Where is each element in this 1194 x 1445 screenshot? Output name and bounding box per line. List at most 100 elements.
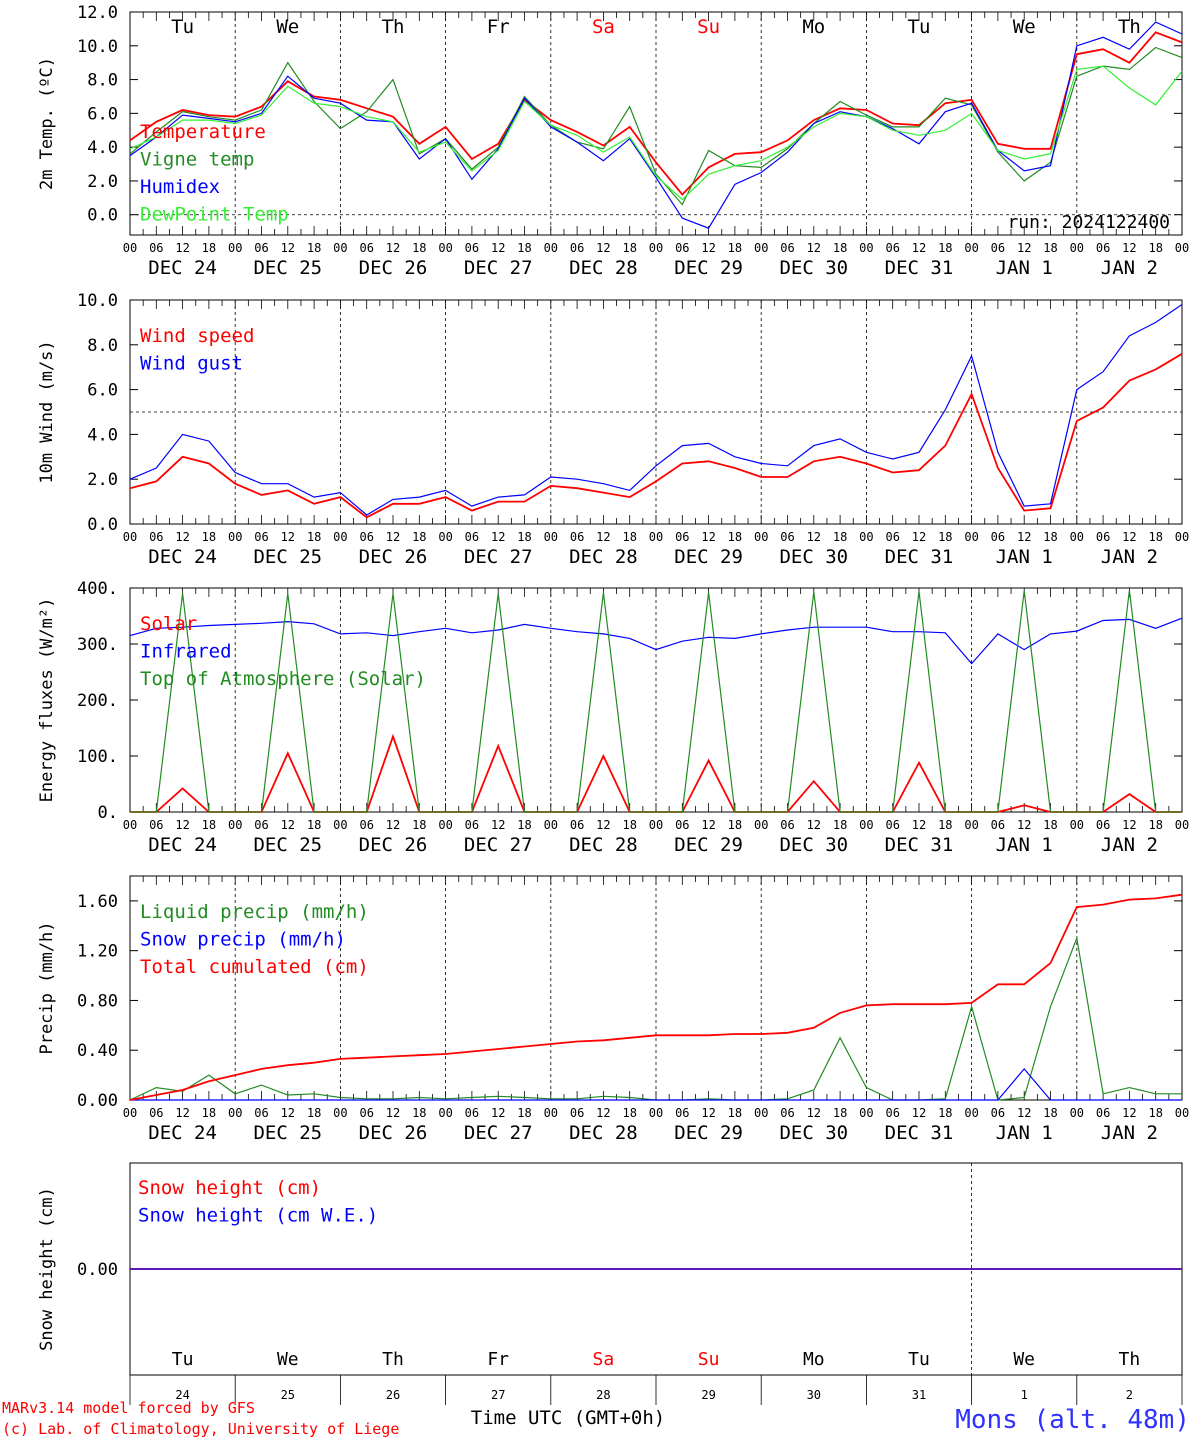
hour-tick-label: 06 [570, 1106, 584, 1120]
y-tick-label: 100. [77, 747, 118, 767]
date-label: DEC 27 [464, 546, 533, 568]
date-label: DEC 26 [359, 834, 428, 856]
hour-tick-label: 00 [438, 1106, 452, 1120]
hour-tick-label: 18 [307, 530, 321, 544]
hour-tick-label: 00 [333, 530, 347, 544]
hour-tick-label: 06 [885, 818, 899, 832]
hour-tick-label: 18 [938, 241, 952, 255]
weekday-label: Tu [172, 1349, 194, 1370]
hour-tick-label: 12 [701, 1106, 715, 1120]
hour-tick-label: 18 [728, 530, 742, 544]
hour-tick-label: 06 [1096, 530, 1110, 544]
hour-tick-label: 12 [596, 1106, 610, 1120]
date-label: DEC 28 [569, 834, 638, 856]
date-label: DEC 26 [359, 546, 428, 568]
date-label: DEC 29 [674, 834, 743, 856]
hour-tick-label: 00 [438, 530, 452, 544]
y-tick-label: 400. [77, 579, 118, 599]
hour-tick-label: 00 [754, 241, 768, 255]
legend-entry: Temperature [140, 121, 266, 143]
legend-entry: Wind gust [140, 353, 243, 375]
hour-tick-label: 12 [1017, 241, 1031, 255]
y-tick-label: 2.0 [87, 470, 118, 490]
day-number-label: 31 [912, 1388, 926, 1402]
hour-tick-label: 06 [1096, 241, 1110, 255]
y-tick-label: 8.0 [87, 71, 118, 91]
panel-3: 00 06 12 18 00 06 12 18 00 06 12 18 00 06 12 18 00 06 12 18… [37, 579, 1189, 856]
y-tick-label: 6.0 [87, 104, 118, 124]
hour-tick-label: 18 [517, 818, 531, 832]
hour-tick-label: 12 [1122, 241, 1136, 255]
hour-tick-label: 06 [254, 530, 268, 544]
hour-tick-label: 12 [386, 530, 400, 544]
hour-tick-label: 06 [570, 241, 584, 255]
hour-tick-label: 06 [149, 1106, 163, 1120]
hour-tick-label: 00 [859, 241, 873, 255]
hour-tick-label: 00 [649, 1106, 663, 1120]
hour-tick-label: 00 [228, 818, 242, 832]
series-line-2 [129, 304, 1183, 516]
hour-tick-label: 18 [202, 530, 216, 544]
meteogram-layer: 00 06 12 18 00 06 12 18 00 06 12 18 00 06 12 18 00 06 12 18… [37, 3, 1189, 1405]
station-name: Mons (alt. 48m) [955, 1405, 1190, 1435]
hour-tick-label: 18 [833, 530, 847, 544]
hour-tick-label: 06 [570, 818, 584, 832]
hour-tick-label: 00 [964, 241, 978, 255]
lab-credit: (c) Lab. of Climatology, University of L… [2, 1420, 399, 1438]
weekday-label: We [277, 1349, 299, 1370]
hour-tick-label: 12 [912, 241, 926, 255]
model-credit: MARv3.14 model forced by GFS [2, 1399, 255, 1417]
hour-tick-label: 06 [359, 1106, 373, 1120]
hour-tick-label: 00 [123, 241, 137, 255]
hour-tick-label: 18 [517, 241, 531, 255]
weekday-label: We [1013, 16, 1036, 38]
hour-tick-label: 18 [728, 241, 742, 255]
day-number-label: 30 [807, 1388, 821, 1402]
date-label: DEC 25 [253, 546, 322, 568]
hour-tick-label: 12 [1017, 1106, 1031, 1120]
date-label: DEC 31 [885, 546, 954, 568]
date-label: DEC 24 [148, 1122, 217, 1144]
hour-tick-label: 00 [964, 530, 978, 544]
hour-tick-label: 06 [780, 818, 794, 832]
hour-tick-label: 12 [491, 818, 505, 832]
series-line-3 [129, 893, 1183, 1101]
hour-tick-label: 00 [754, 818, 768, 832]
hour-tick-label: 12 [281, 241, 295, 255]
hour-tick-label: 00 [1070, 1106, 1084, 1120]
hour-tick-label: 12 [491, 241, 505, 255]
date-label: DEC 24 [148, 257, 217, 279]
hour-tick-label: 00 [1070, 241, 1084, 255]
legend-entry: Solar [140, 613, 197, 635]
hour-tick-label: 06 [991, 530, 1005, 544]
weekday-label: Fr [487, 16, 510, 38]
hour-tick-label: 00 [859, 818, 873, 832]
hour-tick-label: 06 [780, 1106, 794, 1120]
hour-tick-label: 12 [596, 818, 610, 832]
hour-tick-label: 18 [1043, 241, 1057, 255]
panel-5: Tu We Th Fr Sa Su Mo Tu We Th 24 25 26 27 28 29 30 31 1 2 0.… [37, 1162, 1183, 1405]
weekday-label: Sa [592, 16, 615, 38]
hour-tick-label: 18 [517, 530, 531, 544]
y-axis-label: Snow height (cm) [37, 1187, 57, 1351]
hour-tick-label: 00 [544, 530, 558, 544]
date-label: JAN 1 [996, 546, 1053, 568]
hour-tick-label: 18 [1148, 1106, 1162, 1120]
hour-tick-label: 00 [123, 530, 137, 544]
hour-tick-label: 18 [728, 818, 742, 832]
hour-tick-label: 18 [1148, 241, 1162, 255]
y-tick-label: 8.0 [87, 336, 118, 356]
weekday-label: Tu [171, 16, 194, 38]
date-label: DEC 25 [253, 834, 322, 856]
series-line-2 [130, 1067, 1182, 1101]
day-number-label: 27 [491, 1388, 505, 1402]
y-axis-label: 10m Wind (m/s) [37, 340, 57, 483]
hour-tick-label: 06 [675, 1106, 689, 1120]
hour-tick-label: 00 [333, 1106, 347, 1120]
hour-tick-label: 18 [1148, 530, 1162, 544]
hour-tick-label: 12 [386, 818, 400, 832]
hour-tick-label: 18 [412, 241, 426, 255]
hour-tick-label: 18 [307, 241, 321, 255]
date-label: DEC 28 [569, 546, 638, 568]
date-label: DEC 24 [148, 834, 217, 856]
